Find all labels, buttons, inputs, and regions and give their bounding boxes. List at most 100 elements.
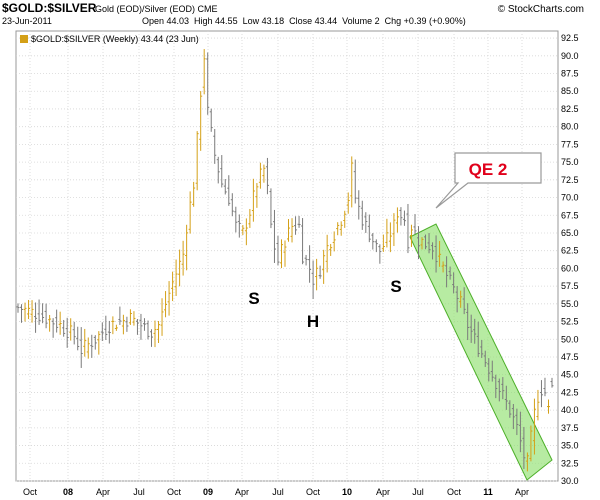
- price-bars: [16, 49, 554, 472]
- ohlc-bar: [16, 303, 20, 313]
- ohlc-bar: [504, 385, 508, 410]
- x-tick-label: Jul: [133, 487, 145, 497]
- ohlc-bar: [213, 128, 217, 164]
- ohlc-bar: [100, 322, 104, 341]
- ohlc-bar: [406, 203, 410, 254]
- x-tick-label: Oct: [447, 487, 462, 497]
- ohlc-bar: [445, 256, 449, 288]
- ohlc-bar: [216, 156, 220, 184]
- y-tick-label: 82.5: [561, 104, 579, 114]
- ohlc-bar: [462, 287, 466, 315]
- ohlc-bar: [118, 306, 122, 325]
- ohlc-bar: [20, 304, 24, 323]
- ohlc-bar: [525, 452, 529, 472]
- ohlc-bar: [522, 426, 526, 469]
- y-tick-label: 85.0: [561, 86, 579, 96]
- ohlc-bar: [262, 164, 266, 183]
- y-tick-label: 50.0: [561, 334, 579, 344]
- y-tick-label: 55.0: [561, 299, 579, 309]
- ohlc-bar: [272, 209, 276, 263]
- ohlc-bar: [27, 299, 31, 320]
- ohlc-bar: [37, 299, 41, 325]
- x-tick-label: Jul: [412, 487, 424, 497]
- ohlc-bar: [142, 318, 146, 331]
- chart-date: 23-Jun-2011: [2, 16, 52, 26]
- right-shoulder-label: S: [390, 277, 401, 296]
- ohlc-bar: [381, 234, 385, 252]
- stockcharts-watermark: © StockCharts.com: [498, 4, 584, 15]
- ohlc-bar: [339, 221, 343, 236]
- ohlc-bar: [459, 290, 463, 308]
- ohlc-bar: [76, 326, 80, 351]
- x-tick-label: 09: [203, 487, 213, 497]
- ohlc-bar: [483, 350, 487, 367]
- ohlc-bar: [332, 231, 336, 252]
- ohlc-bar: [111, 316, 115, 335]
- x-tick-label: Oct: [306, 487, 321, 497]
- ohlc-bar: [371, 232, 375, 250]
- ohlc-bar: [455, 286, 459, 313]
- ohlc-bar: [174, 259, 178, 296]
- ohlc-bar: [511, 403, 515, 430]
- y-tick-label: 37.5: [561, 423, 579, 433]
- y-tick-label: 67.5: [561, 210, 579, 220]
- ohlc-bar: [350, 156, 354, 208]
- ohlc-bar: [139, 313, 143, 340]
- ohlc-bar: [311, 260, 315, 300]
- ohlc-bar: [195, 131, 199, 191]
- ohlc-bar: [364, 212, 368, 233]
- ohlc-bar: [304, 254, 308, 266]
- ohlc-bar: [223, 179, 227, 195]
- ohlc-bar: [294, 216, 298, 235]
- ohlc-bar: [241, 225, 245, 236]
- y-tick-label: 42.5: [561, 387, 579, 397]
- y-tick-label: 30.0: [561, 476, 579, 486]
- y-tick-label: 47.5: [561, 352, 579, 362]
- ohlc-bar: [121, 314, 125, 335]
- ohlc-bar: [357, 190, 361, 220]
- ohlc-bar: [23, 302, 27, 322]
- ohlc-bar: [178, 249, 182, 287]
- y-tick-label: 92.5: [561, 33, 579, 43]
- ohlc-bar: [378, 244, 382, 264]
- y-tick-label: 75.0: [561, 157, 579, 167]
- ohlc-bar: [202, 49, 206, 95]
- ohlc-bar: [48, 314, 52, 332]
- ohlc-bar: [550, 377, 554, 388]
- ohlc-bar: [301, 218, 305, 265]
- legend-swatch: [20, 35, 28, 43]
- ohlc-bar: [452, 272, 456, 294]
- ohlc-bar: [97, 331, 101, 355]
- ohlc-bar: [346, 192, 350, 214]
- ohlc-bar: [251, 178, 255, 222]
- ohlc-bar: [438, 240, 442, 267]
- ohlc-bar: [532, 398, 536, 455]
- ohlc-bar: [72, 321, 76, 345]
- ohlc-bar: [336, 222, 340, 236]
- ohlc-bar: [539, 380, 543, 408]
- ohlc-bar: [157, 320, 161, 344]
- x-tick-label: 11: [483, 487, 493, 497]
- x-tick-label: Apr: [96, 487, 110, 497]
- x-tick-label: Apr: [376, 487, 390, 497]
- ohlc-bar: [546, 399, 550, 414]
- ohlc-bar: [473, 318, 477, 344]
- ohlc-bar: [167, 281, 171, 316]
- ohlc-bar: [490, 360, 494, 382]
- y-tick-label: 80.0: [561, 122, 579, 132]
- y-tick-label: 72.5: [561, 175, 579, 185]
- ohlc-bar: [237, 214, 241, 238]
- ohlc-bar: [367, 214, 371, 243]
- ohlc-bar: [128, 309, 132, 325]
- ohlc-bar: [466, 303, 470, 341]
- ohlc-bar: [469, 314, 473, 343]
- ohlc-bar: [518, 411, 522, 453]
- y-tick-label: 77.5: [561, 139, 579, 149]
- ohlc-bar: [58, 311, 62, 335]
- y-tick-label: 45.0: [561, 370, 579, 380]
- x-tick-label: Jul: [272, 487, 284, 497]
- ohlc-bar: [234, 206, 238, 233]
- x-tick-label: Oct: [23, 487, 38, 497]
- ohlc-bar: [529, 425, 533, 462]
- ohlc-bar: [265, 157, 269, 195]
